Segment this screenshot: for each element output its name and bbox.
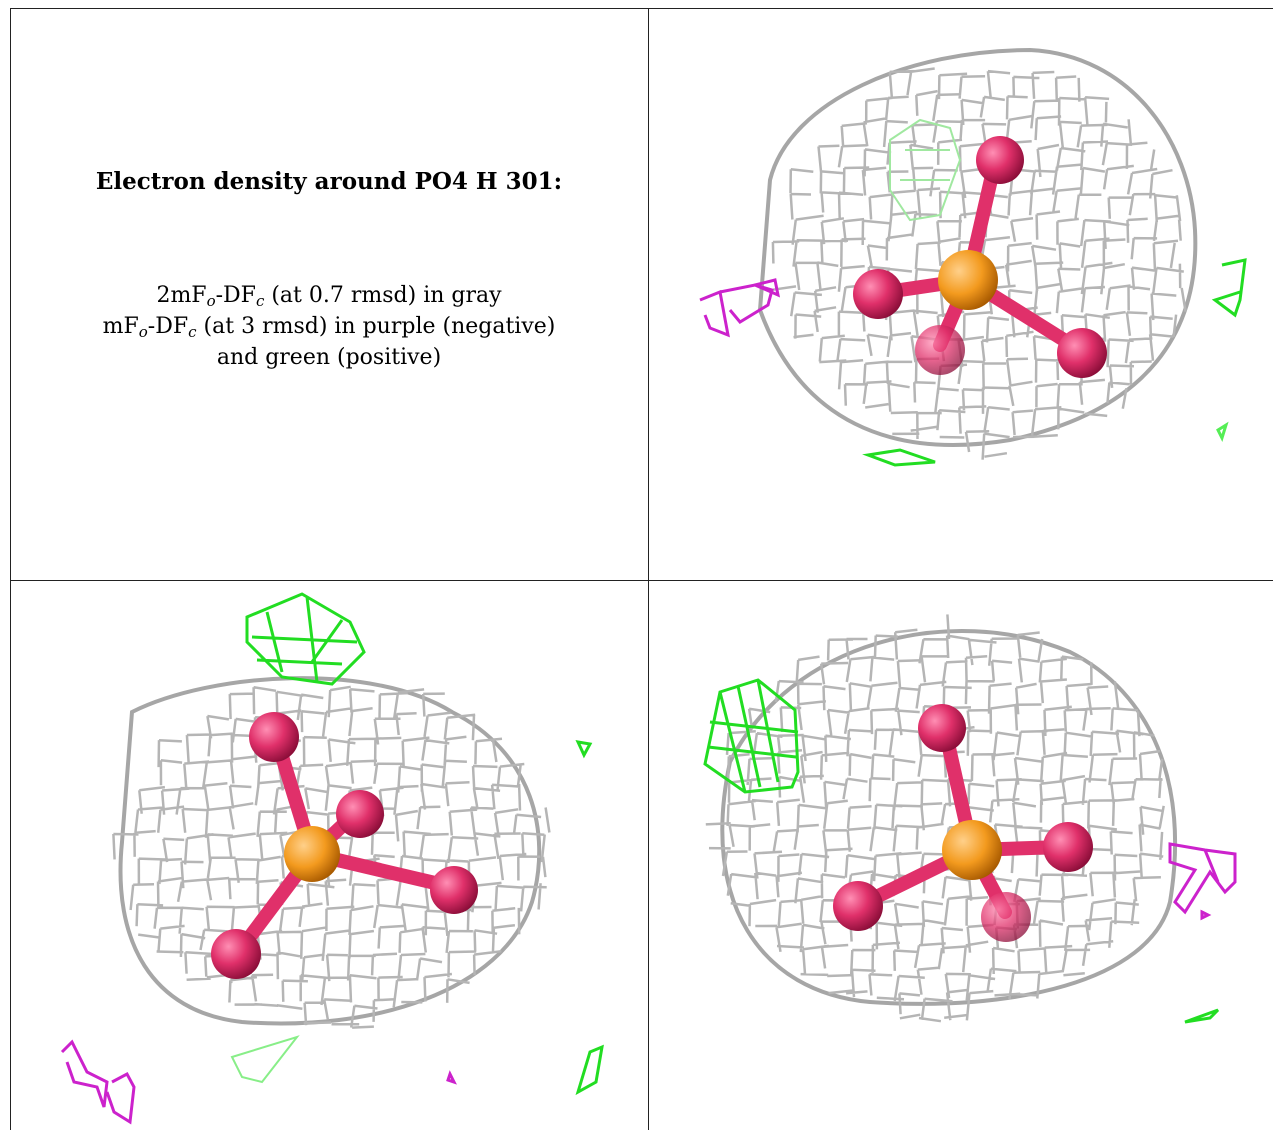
oxygen-atom — [1057, 328, 1107, 378]
phosphorus-atom — [284, 826, 340, 882]
view-bottom-right — [650, 582, 1273, 1130]
oxygen-atom — [430, 866, 478, 914]
positive-density-green — [245, 592, 604, 1096]
table-divider-horizontal — [10, 580, 1273, 581]
phosphate-molecule — [853, 136, 1107, 378]
negative-density-purple — [699, 278, 781, 338]
density-mesh-gray — [705, 614, 1178, 1023]
density-mesh-gray — [112, 676, 551, 1029]
density-mesh-gray — [757, 47, 1198, 460]
legend-line-colors: and green (positive) — [216, 345, 442, 370]
phosphorus-atom — [942, 820, 1002, 880]
phosphorus-atom — [938, 250, 998, 310]
oxygen-atom — [976, 136, 1024, 184]
oxygen-atom — [336, 790, 384, 838]
negative-density-purple — [60, 1039, 457, 1125]
view-bottom-left — [12, 582, 647, 1130]
table-border-top — [10, 8, 1273, 9]
oxygen-atom — [981, 892, 1031, 942]
positive-density-green — [862, 258, 1247, 467]
caption-legend: 2mFo-DFc (at 0.7 rmsd) in gray mFo-DFc (… — [10, 280, 648, 373]
phosphate-molecule — [833, 704, 1093, 942]
oxygen-atom — [833, 881, 883, 931]
oxygen-atom — [211, 929, 261, 979]
legend-line-mfo: mFo-DFc (at 3 rmsd) in purple (negative) — [102, 314, 556, 341]
negative-density-purple — [1168, 842, 1237, 921]
positive-density-green — [703, 678, 1220, 1024]
table-divider-vertical — [648, 8, 649, 1130]
oxygen-atom — [853, 269, 903, 319]
legend-line-2mfo: 2mFo-DFc (at 0.7 rmsd) in gray — [156, 283, 502, 310]
oxygen-atom — [249, 712, 299, 762]
view-top-right — [650, 10, 1273, 578]
caption-title: Electron density around PO4 H 301: — [95, 168, 563, 195]
phosphate-molecule — [211, 712, 478, 979]
table-border-left — [10, 8, 11, 1130]
oxygen-atom — [1043, 822, 1093, 872]
oxygen-atom — [918, 704, 966, 752]
oxygen-atom — [915, 325, 965, 375]
caption-cell: Electron density around PO4 H 301: 2mFo-… — [10, 0, 648, 580]
